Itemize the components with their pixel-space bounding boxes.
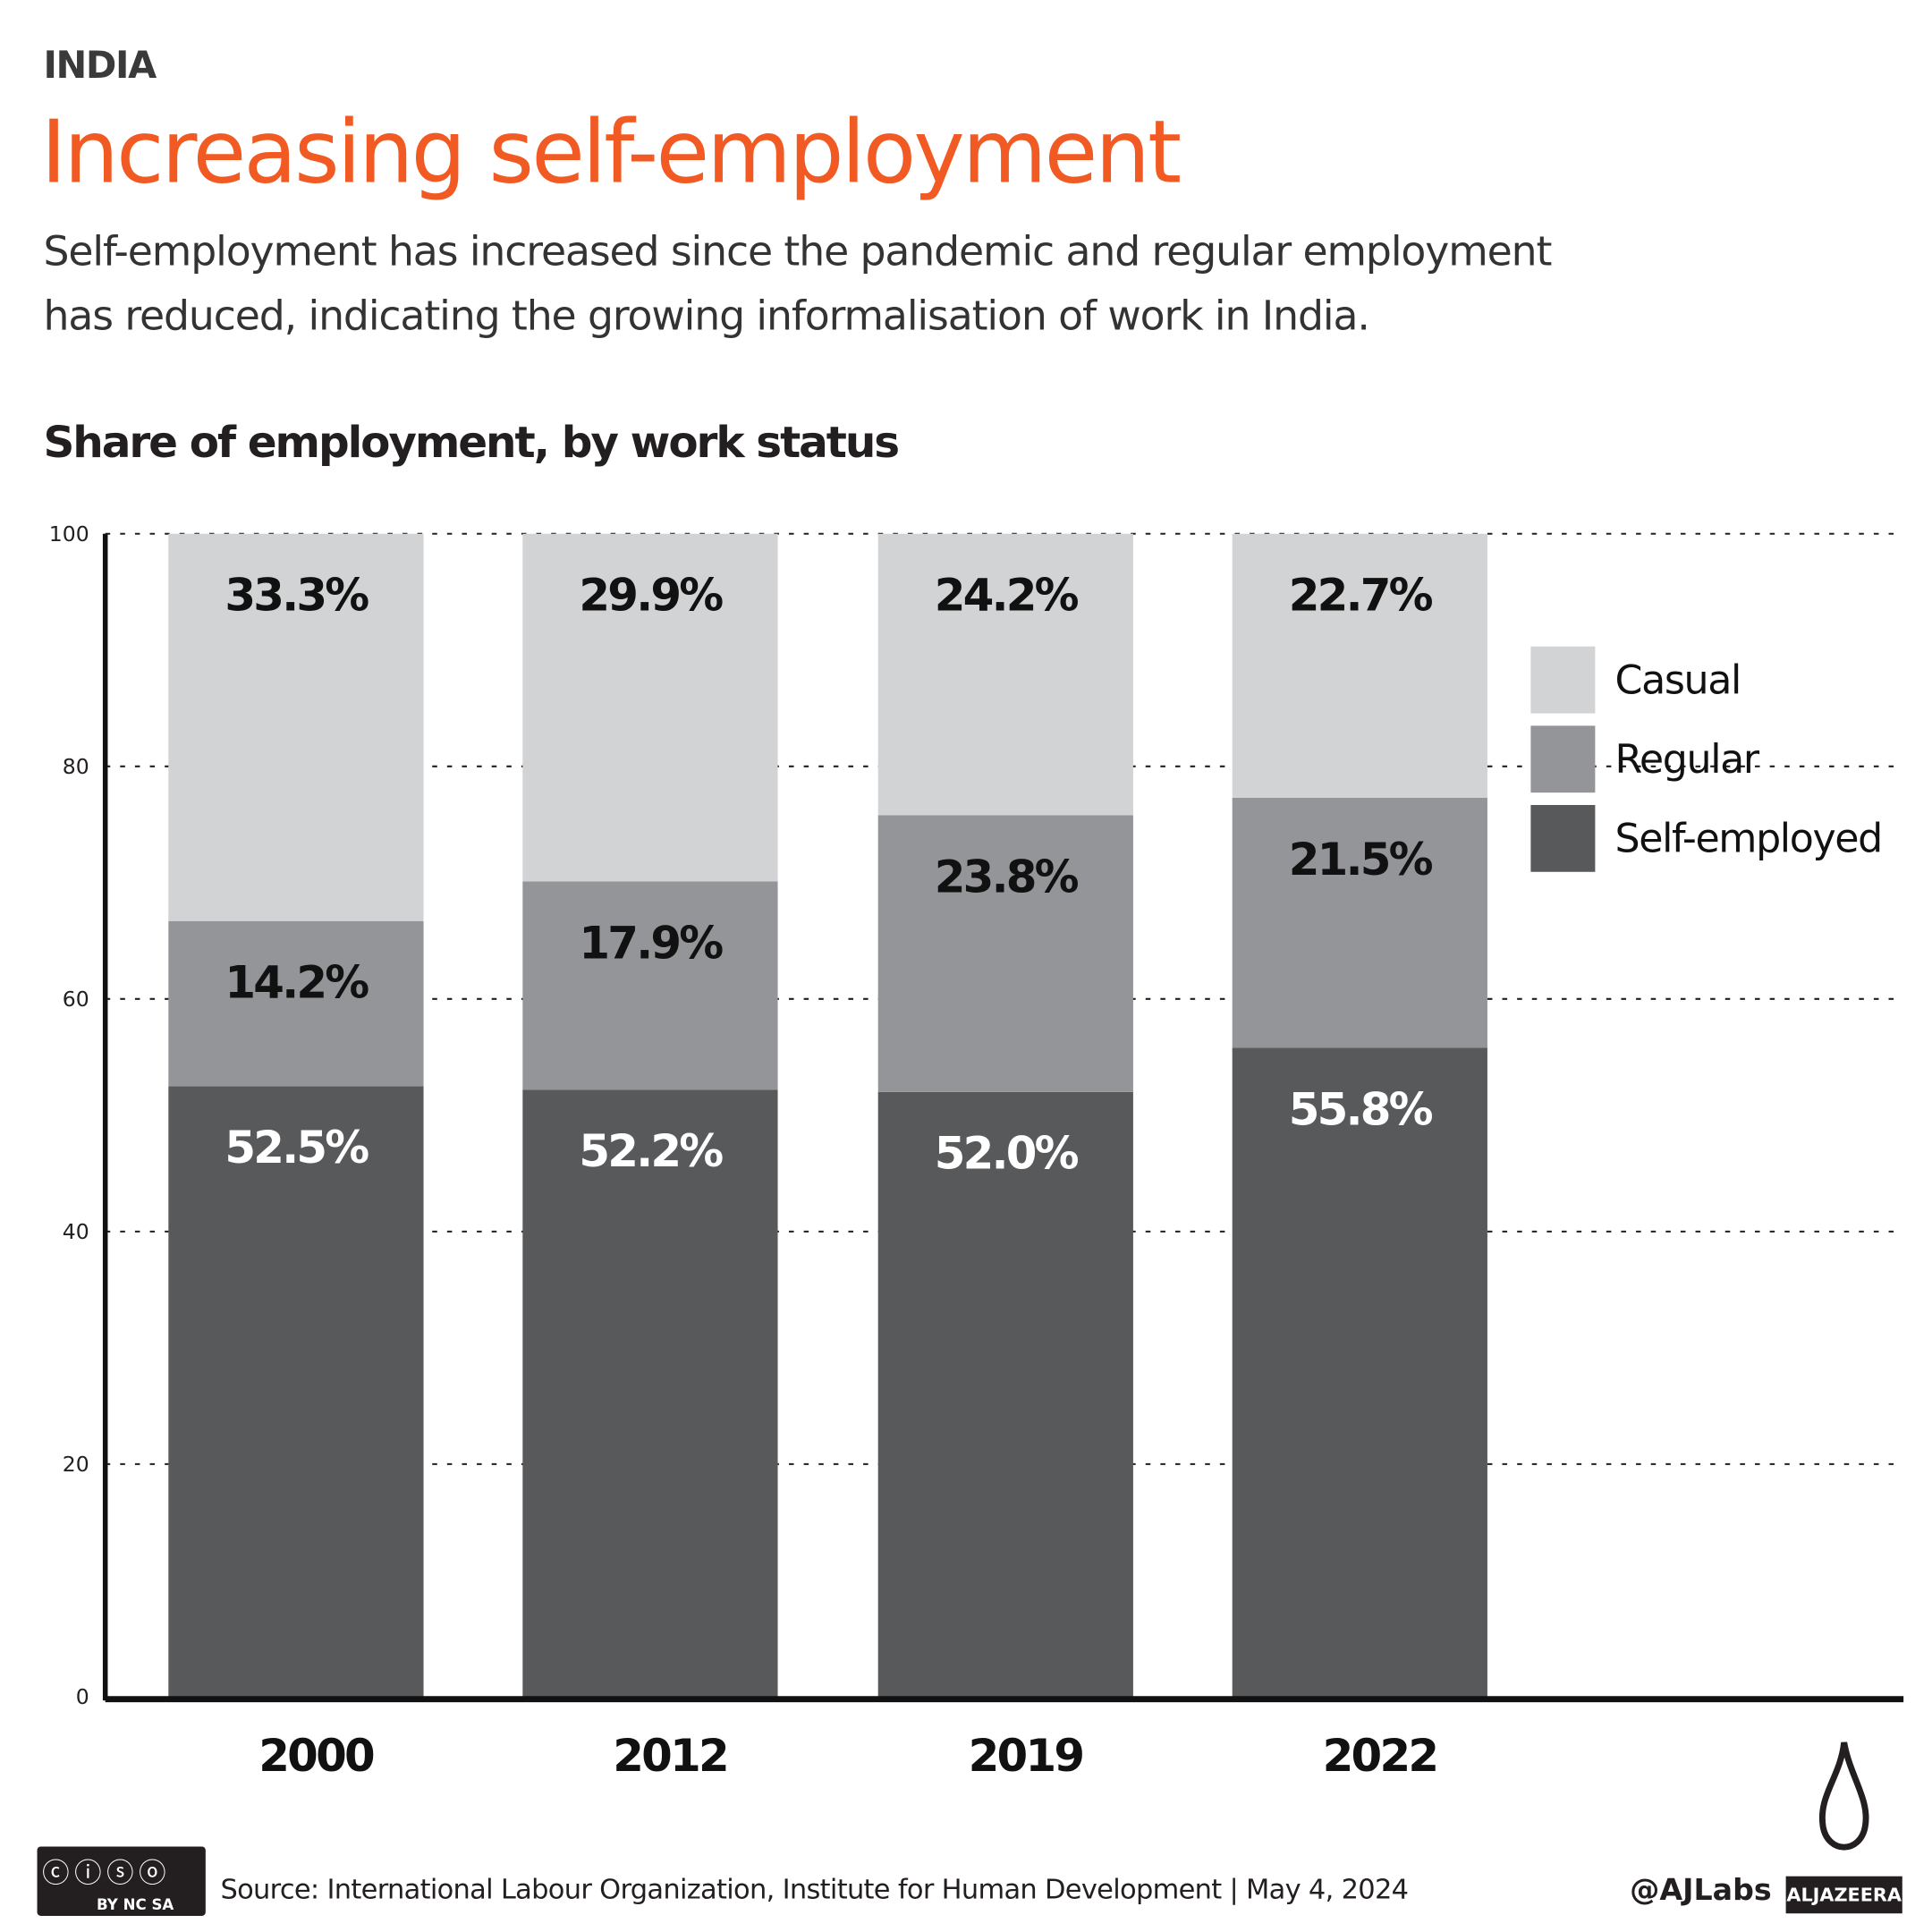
y-tick-label: 80 <box>63 754 89 779</box>
bar-segment-casual <box>168 533 424 921</box>
aljazeera-logo-icon <box>1806 1740 1883 1863</box>
data-label: 24.2% <box>935 570 1079 622</box>
legend-swatch-self-employed <box>1530 804 1596 872</box>
data-label: 52.2% <box>579 1125 723 1177</box>
source-note: Source: International Labour Organizatio… <box>220 1875 1409 1906</box>
bar-segment-regular <box>1232 797 1487 1048</box>
x-tick-label: 2019 <box>969 1730 1083 1782</box>
data-label: 21.5% <box>1289 834 1433 886</box>
aljazeera-wordmark: ALJAZEERA <box>1785 1876 1902 1914</box>
x-tick-label: 2000 <box>258 1730 374 1782</box>
bar-segment-self-employed <box>168 1086 424 1697</box>
page-title: Increasing self-employment <box>40 101 1182 204</box>
data-label: 14.2% <box>225 957 369 1009</box>
subtitle-line-1: Self-employment has increased since the … <box>43 226 1552 275</box>
license-text: BY NC SA <box>96 1895 174 1914</box>
bar-segment-casual <box>522 533 778 882</box>
legend-swatch-regular <box>1530 725 1596 793</box>
y-tick-label: 100 <box>49 521 89 547</box>
bar-segment-self-employed <box>877 1091 1133 1697</box>
data-label: 55.8% <box>1289 1083 1433 1135</box>
y-tick-label: 20 <box>63 1452 89 1477</box>
bar-segment-casual <box>1232 533 1487 798</box>
legend-swatch-casual <box>1530 646 1596 714</box>
data-label: 22.7% <box>1289 570 1433 622</box>
y-tick-label: 0 <box>76 1684 89 1709</box>
bar-segment-regular <box>877 815 1133 1092</box>
ajlabs-handle: @AJLabs <box>1630 1872 1772 1908</box>
cc-icon: ⓒⓘⓢⓞ <box>42 1859 172 1890</box>
legend-label: Casual <box>1615 657 1741 703</box>
data-label: 33.3% <box>225 570 369 622</box>
y-tick-label: 60 <box>63 987 89 1012</box>
legend-label: Regular <box>1615 737 1760 783</box>
bar-segment-self-employed <box>1232 1047 1487 1697</box>
subtitle-line-2: has reduced, indicating the growing info… <box>43 291 1369 340</box>
bar-segment-casual <box>877 533 1133 816</box>
chart-title: Share of employment, by work status <box>43 418 900 469</box>
stacked-bar-chart: 0 20 40 60 80 100 52.5% 14.2% 33.3% 2000 52.2% 17.9… <box>49 521 1904 1782</box>
x-tick-label: 2022 <box>1323 1730 1437 1782</box>
legend-label: Self-employed <box>1615 817 1882 862</box>
data-label: 23.8% <box>935 851 1079 902</box>
y-tick-label: 40 <box>63 1219 89 1244</box>
bar-segment-regular <box>168 920 424 1087</box>
data-label: 52.0% <box>935 1128 1079 1180</box>
creative-commons-badge: BY NC SA ⓒⓘⓢⓞ <box>37 1846 206 1916</box>
x-tick-label: 2012 <box>613 1730 727 1782</box>
data-label: 52.5% <box>225 1122 369 1174</box>
data-label: 17.9% <box>579 917 723 969</box>
bar-segment-self-employed <box>522 1089 778 1697</box>
kicker: INDIA <box>43 44 157 89</box>
bar-segment-regular <box>522 881 778 1090</box>
data-label: 29.9% <box>579 570 723 622</box>
